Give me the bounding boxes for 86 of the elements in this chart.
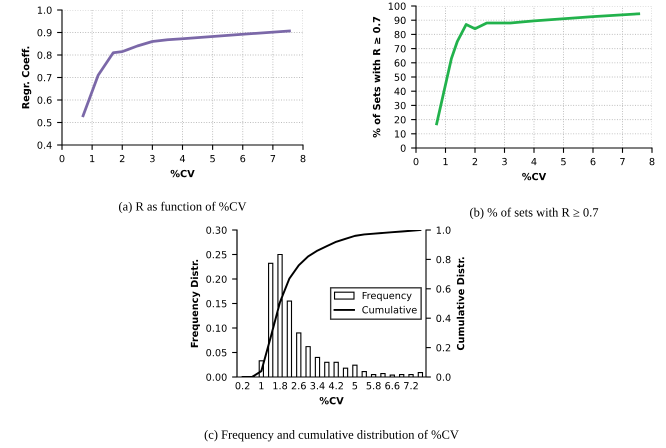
y-tick-label: 60 <box>394 59 406 67</box>
bar <box>362 371 367 377</box>
bar <box>286 300 292 377</box>
x-tick-label: 2.6 <box>292 382 306 390</box>
y-tick-label: 0.15 <box>206 300 226 308</box>
x-tick-label: 7 <box>270 155 276 162</box>
y-axis-title: % of Sets with R ≥ 0.7 <box>372 16 380 138</box>
y2-tick-label: 0.0 <box>436 373 451 381</box>
legend-label: Frequency <box>362 292 412 302</box>
line-series <box>435 12 640 126</box>
bar <box>334 362 339 377</box>
bar <box>296 332 302 377</box>
y-tick-label: 0.30 <box>206 226 227 234</box>
y-tick-label: 0.7 <box>37 74 52 82</box>
x-tick-label: 2 <box>120 154 124 162</box>
x-tick-label: 6 <box>590 158 596 166</box>
y-tick-label: 40 <box>394 88 406 96</box>
y-tick-label: 30 <box>394 102 406 110</box>
bar <box>418 372 424 377</box>
y-axis-title: Regr. Coeff. <box>22 46 32 108</box>
x-tick-label: 6.6 <box>385 382 400 390</box>
x-tick-label: 5 <box>561 158 566 166</box>
y2-tick-label: 0.2 <box>436 344 450 352</box>
x-tick-label: 5.8 <box>366 382 381 390</box>
y-tick-label: 70 <box>394 45 406 52</box>
x-tick-label: 4 <box>180 155 186 162</box>
x-axis-title: %CV <box>320 397 344 404</box>
line-series <box>82 30 291 118</box>
bar <box>324 362 330 377</box>
line-series <box>242 230 422 377</box>
bar <box>370 374 376 377</box>
x-tick-label: 1 <box>443 158 448 166</box>
y-tick-label: 0.00 <box>206 373 227 381</box>
y-tick-label: 1.0 <box>38 6 52 14</box>
y-tick-label: 0.10 <box>206 324 227 332</box>
y-tick-label: 0.5 <box>37 118 52 126</box>
y-tick-label: 0 <box>400 144 406 152</box>
x-tick-label: 0.2 <box>236 382 250 390</box>
y2-tick-label: 1.0 <box>436 226 451 234</box>
x-tick-label: 1.8 <box>273 382 288 390</box>
y-tick-label: 20 <box>394 116 406 124</box>
text: (c) Frequency and cumulative distribution of %CV <box>204 430 459 442</box>
x-tick-label: 7 <box>620 158 625 166</box>
y-tick-label: 0.6 <box>37 96 52 104</box>
x-tick-label: 3.4 <box>310 382 325 390</box>
x-tick-label: 0 <box>60 154 64 162</box>
y-tick-label: 90 <box>394 16 406 24</box>
x-tick-label: 0 <box>414 158 418 166</box>
y2-tick-label: 0.6 <box>436 285 451 293</box>
bar <box>314 356 320 377</box>
y2-axis-title: Cumulative Distr. <box>456 257 464 350</box>
text: (b) % of sets with R ≥ 0.7 <box>470 208 598 220</box>
x-tick-label: 2 <box>472 158 478 166</box>
text: (a) R as function of %CV <box>119 202 246 214</box>
x-tick-label: 7.2 <box>404 382 418 390</box>
bar <box>305 346 311 377</box>
y-tick-label: 50 <box>394 73 406 81</box>
x-tick-label: 3 <box>150 154 155 162</box>
bar <box>342 368 348 377</box>
y2-tick-label: 0.8 <box>436 256 451 264</box>
y-tick-label: 0.4 <box>37 141 52 149</box>
x-axis-title: %CV <box>170 170 195 178</box>
x-tick-label: 6 <box>240 154 246 162</box>
x-axis-title: %CV <box>522 172 546 180</box>
x-tick-label: 1 <box>259 382 264 390</box>
bar <box>399 374 404 377</box>
x-tick-label: 8 <box>300 154 306 162</box>
y-tick-label: 80 <box>394 30 406 38</box>
x-tick-label: 1 <box>90 155 94 162</box>
y-tick-label: 0.25 <box>206 250 226 258</box>
y-axis-title: Frequency Distr. <box>190 260 200 348</box>
y-tick-label: 0.20 <box>206 275 227 283</box>
y-tick-label: 10 <box>394 130 406 138</box>
y-tick-label: 0.9 <box>37 28 52 36</box>
y-tick-label: 0.05 <box>206 348 226 356</box>
y2-tick-label: 0.4 <box>436 314 451 322</box>
y-tick-label: 0.8 <box>37 51 52 59</box>
x-tick-label: 8 <box>650 158 654 166</box>
x-tick-label: 5 <box>352 382 358 390</box>
x-tick-label: 3 <box>502 158 507 166</box>
x-tick-label: 4 <box>531 158 537 166</box>
y-tick-label: 100 <box>388 2 406 10</box>
x-tick-label: 5 <box>210 155 215 162</box>
bar <box>352 364 358 377</box>
legend-label: Cumulative <box>362 306 417 314</box>
x-tick-label: 4.2 <box>328 382 343 390</box>
